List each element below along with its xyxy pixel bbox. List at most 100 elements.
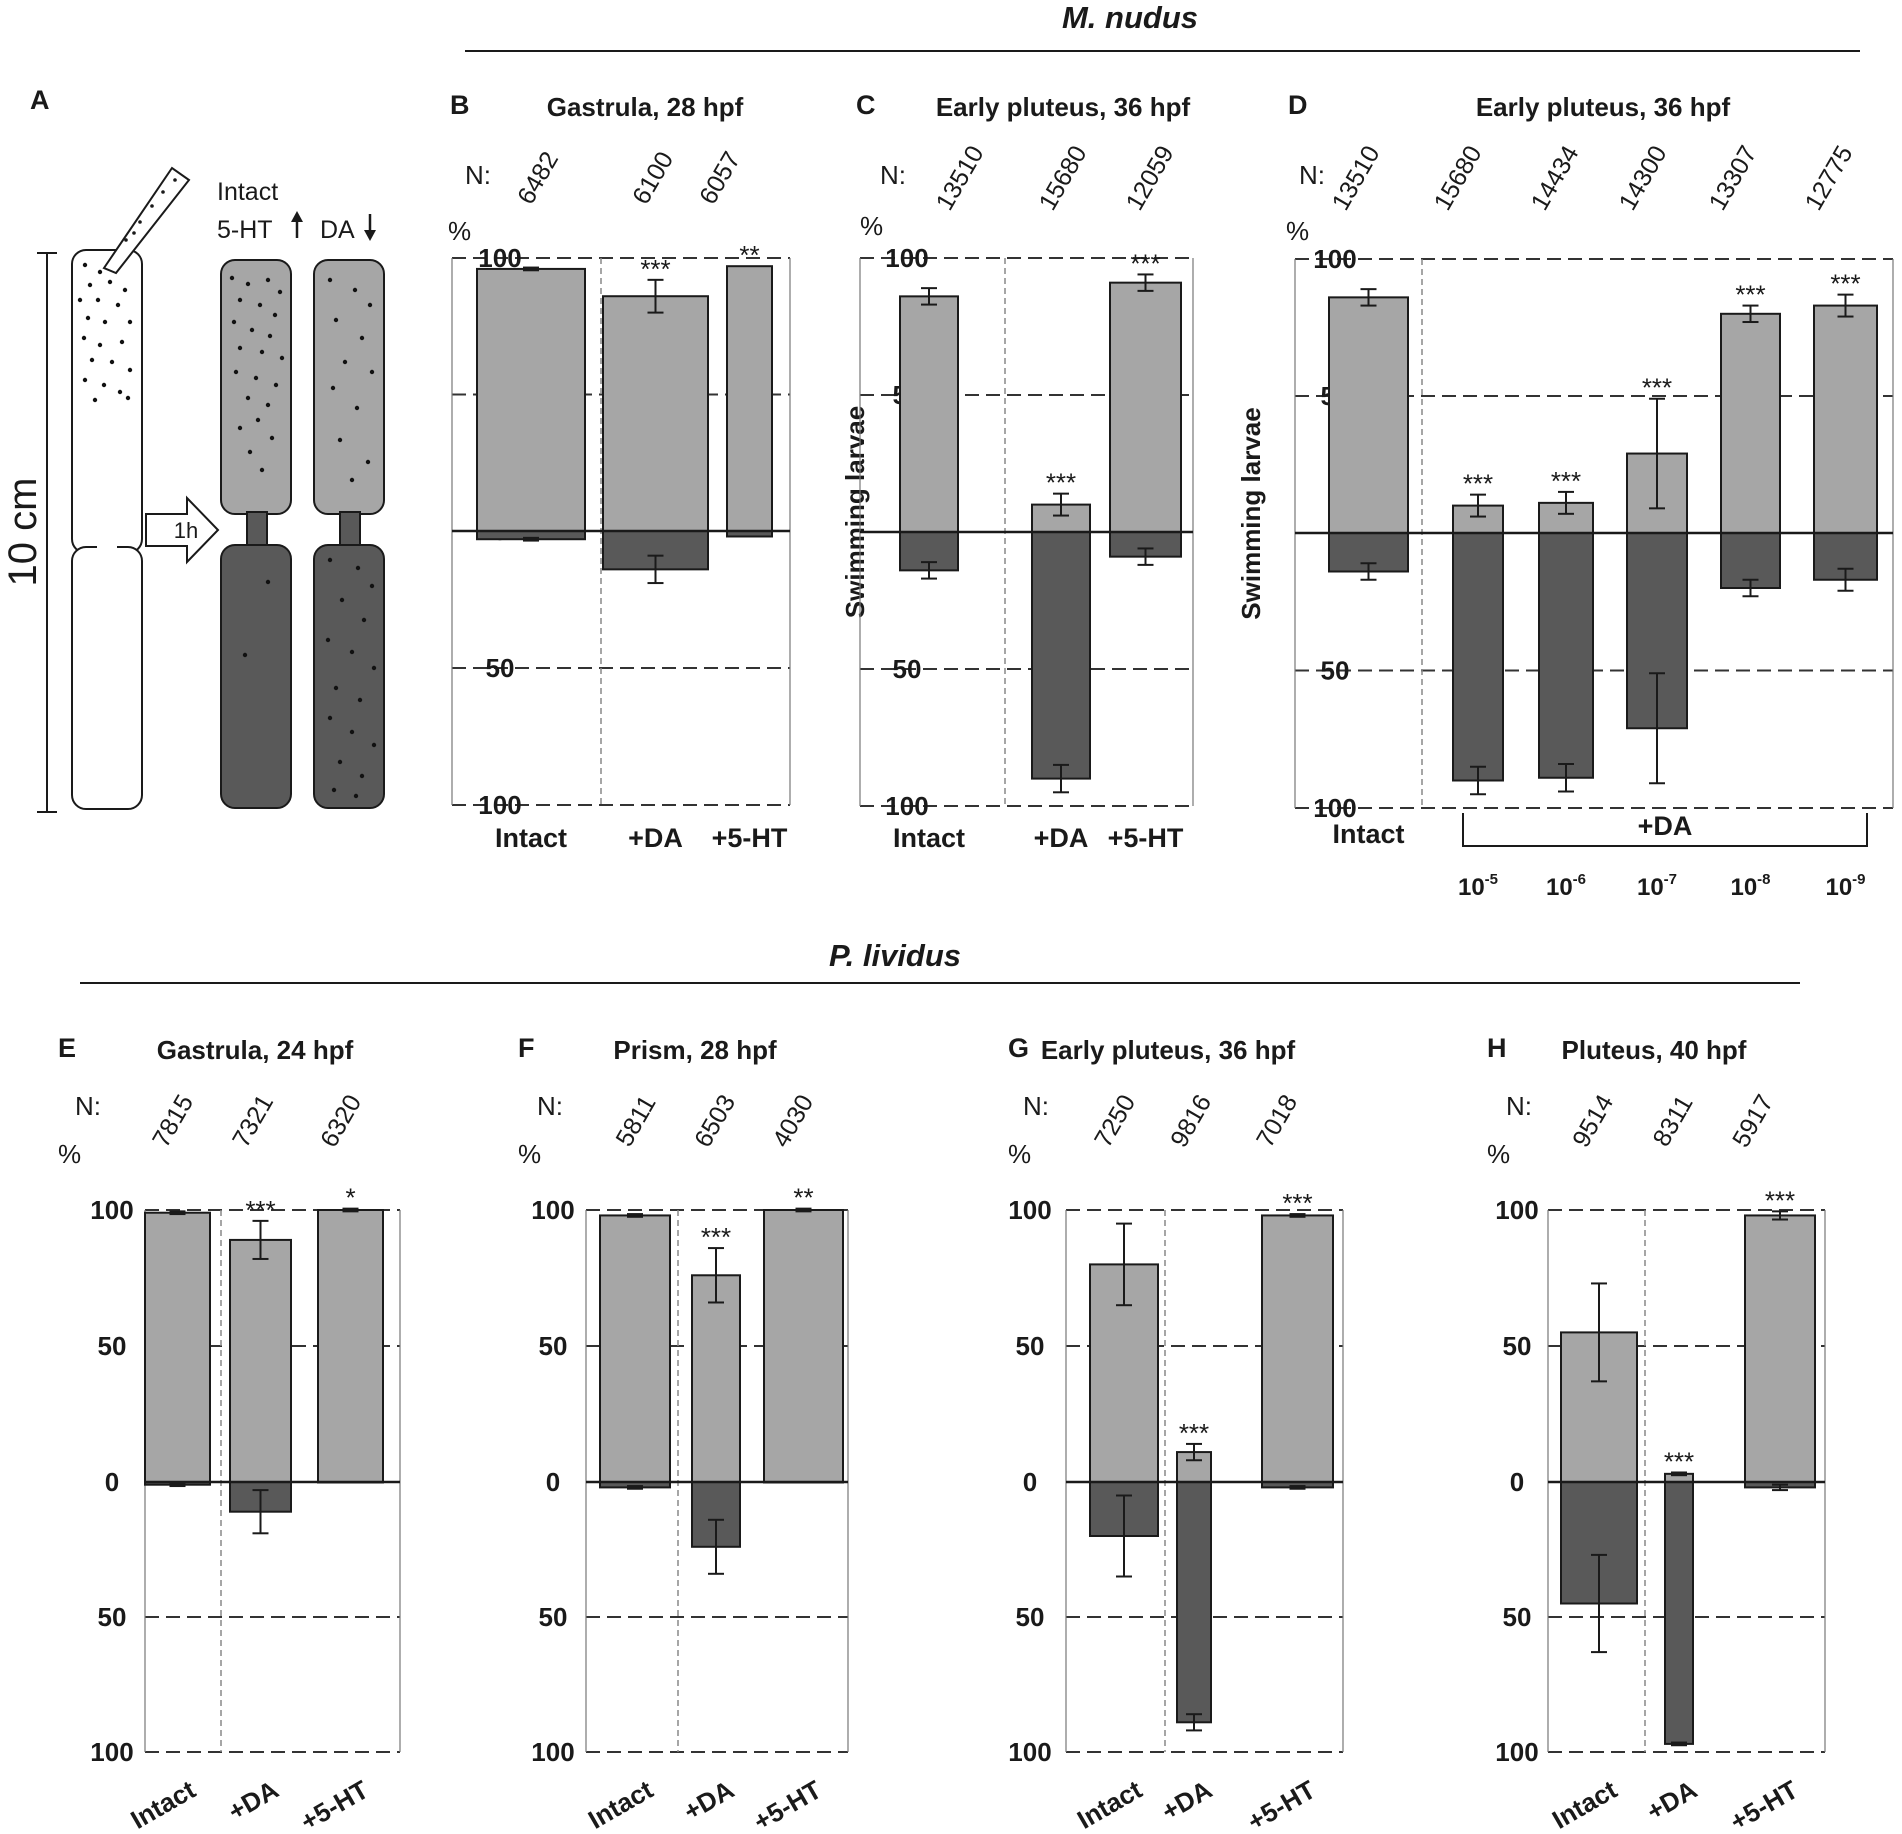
larva-dot <box>369 369 375 375</box>
larva-dot <box>95 297 101 303</box>
x-tick-label: +5-HT <box>748 1774 826 1834</box>
larva-dot <box>365 459 371 465</box>
larva-dot <box>231 319 237 325</box>
bar-upper <box>1109 281 1182 533</box>
larva-dot <box>367 302 373 308</box>
tube-da-neck <box>339 511 361 549</box>
y-tick-label: 0 <box>105 1467 119 1497</box>
chart-panel-g: G Early pluteus, 36 hpf N:% 7250 9816 7018 100… <box>1008 1033 1344 1834</box>
tube-da-lower <box>313 544 385 809</box>
y-tick-label: 100 <box>1008 1737 1051 1767</box>
larva-dot <box>352 287 358 293</box>
n-value: 4030 <box>767 1090 819 1152</box>
percent-label: % <box>1286 216 1309 246</box>
larva-dot <box>115 302 121 308</box>
larva-dot <box>357 697 363 703</box>
chart-title: Prism, 28 hpf <box>613 1035 777 1065</box>
panel-letter: E <box>58 1033 76 1063</box>
n-value: 15680 <box>1429 141 1488 215</box>
y-tick-label: 100 <box>478 790 521 820</box>
larva-dot <box>82 262 88 268</box>
n-prefix: N: <box>1506 1091 1532 1121</box>
larva-dot <box>371 742 377 748</box>
significance-mark: *** <box>1179 1418 1209 1448</box>
bar-upper <box>763 1209 844 1483</box>
larva-dot <box>127 367 133 373</box>
larva-dot <box>87 282 93 288</box>
larva-dot <box>333 685 339 691</box>
larva-dot <box>109 359 115 365</box>
concentration-exponent: -7 <box>1664 871 1677 888</box>
time-label: 1h <box>174 518 198 543</box>
tube-5ht-lower <box>220 544 292 809</box>
bar-upper <box>1261 1214 1334 1483</box>
larva-dot <box>242 652 248 658</box>
x-tick-label: +DA <box>1034 823 1089 853</box>
panel-letter: F <box>518 1033 535 1063</box>
significance-mark: *** <box>1551 466 1581 496</box>
panel-letter-a: A <box>30 85 50 115</box>
bar-lower <box>1664 1481 1694 1745</box>
bar-upper <box>899 295 959 533</box>
bar-upper <box>1720 312 1781 534</box>
larva-dot <box>81 335 87 341</box>
percent-label: % <box>860 211 883 241</box>
panel-letter: H <box>1487 1033 1507 1063</box>
larva-dot <box>253 375 259 381</box>
x-tick-label: +DA <box>223 1774 284 1826</box>
n-prefix: N: <box>1299 160 1325 190</box>
significance-mark: *** <box>1664 1446 1694 1476</box>
larva-dot <box>85 315 91 321</box>
n-value: 5917 <box>1727 1090 1779 1152</box>
chart-title: Gastrula, 28 hpf <box>547 92 744 122</box>
concentration-label: 10-8 <box>1730 871 1770 901</box>
significance-mark: ** <box>793 1183 813 1213</box>
larva-dot <box>265 579 271 585</box>
chart-panel-d: D Early pluteus, 36 hpf N:% 13510 15680 14434… <box>1236 90 1894 901</box>
larva-dot <box>349 729 355 735</box>
larva-dot <box>355 565 361 571</box>
n-value: 12059 <box>1121 141 1180 215</box>
significance-mark: *** <box>1046 468 1076 498</box>
larva-dot <box>369 583 375 589</box>
larva-dot <box>330 385 336 391</box>
arrow-up-icon <box>291 211 303 238</box>
x-tick-label: Intact <box>1072 1774 1147 1834</box>
n-value: 7018 <box>1251 1090 1303 1152</box>
n-value: 13307 <box>1704 141 1763 215</box>
schematic-panel-a: A 10 cm 1h <box>1 85 385 813</box>
significance-mark: *** <box>1642 373 1672 403</box>
concentration-base: 10 <box>1730 874 1757 901</box>
x-tick-label: +5-HT <box>712 823 788 853</box>
bar-upper <box>476 267 586 532</box>
x-tick-label: Intact <box>583 1774 658 1834</box>
n-value: 14300 <box>1614 141 1673 215</box>
n-value: 6482 <box>512 147 564 209</box>
x-tick-label: Intact <box>125 1774 200 1834</box>
x-tick-label: +DA <box>678 1774 739 1826</box>
larva-dot <box>327 277 333 283</box>
x-tick-label: Intact <box>495 823 567 853</box>
larva-dot <box>339 597 345 603</box>
larva-dot <box>97 269 103 275</box>
n-value: 15680 <box>1034 141 1093 215</box>
n-value: 14434 <box>1526 141 1585 215</box>
concentration-exponent: -9 <box>1852 871 1865 888</box>
bar-upper <box>229 1238 292 1484</box>
x-tick-label: Intact <box>1547 1774 1622 1834</box>
n-value: 9514 <box>1567 1090 1619 1152</box>
significance-mark: ** <box>739 240 759 270</box>
larva-dot <box>331 787 337 793</box>
chart-panel-e: E Gastrula, 24 hpf N:% 7815 7321 6320 100 50 0 50… <box>58 1033 401 1834</box>
n-value: 8311 <box>1648 1091 1699 1152</box>
larva-dot <box>237 345 243 351</box>
chart-panel-c: C Early pluteus, 36 hpf N:% 13510 15680 12059… <box>840 90 1194 853</box>
chart-title: Gastrula, 24 hpf <box>157 1035 354 1065</box>
n-value: 6057 <box>694 147 746 209</box>
concentration-base: 10 <box>1637 874 1664 901</box>
larva-dot <box>371 665 377 671</box>
percent-label: % <box>1008 1139 1031 1169</box>
larva-dot <box>229 275 235 281</box>
x-tick-label: +DA <box>1641 1774 1702 1826</box>
y-axis-label: Swimming larvae <box>1236 407 1266 619</box>
